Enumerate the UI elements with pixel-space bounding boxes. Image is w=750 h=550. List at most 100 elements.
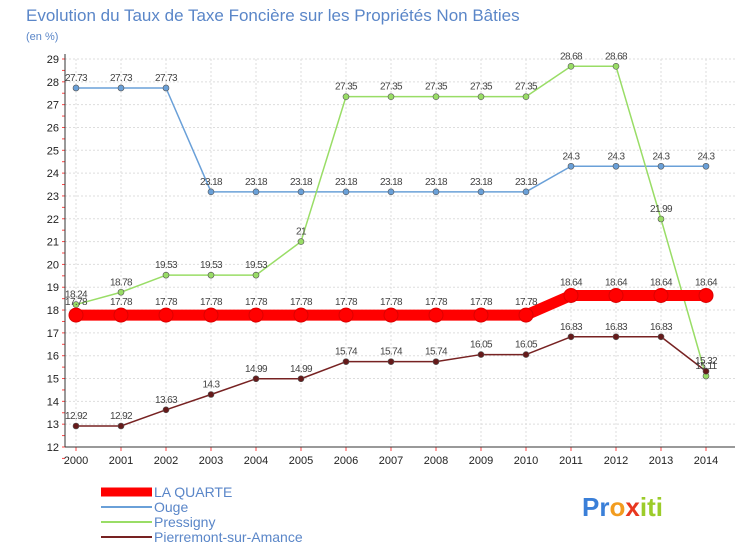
point-pressigny: [297, 238, 305, 245]
data-label-la-quarte: 17.78: [335, 297, 358, 308]
legend: LA QUARTEOugePressignyPierremont-sur-Ama…: [101, 484, 303, 545]
data-label-pierremont-sur-amance: 12.92: [110, 411, 133, 422]
data-label-pierremont-sur-amance: 16.05: [470, 340, 493, 351]
point-la-quarte: [248, 307, 264, 323]
data-label-ouge: 23.18: [200, 177, 223, 188]
point-pressigny: [252, 271, 260, 279]
data-label-ouge: 23.18: [425, 177, 448, 188]
point-pressigny: [207, 271, 215, 279]
x-tick-label: 2005: [289, 455, 313, 467]
data-label-pierremont-sur-amance: 14.99: [245, 364, 268, 375]
x-tick-label: 2014: [694, 455, 718, 467]
point-pierremont-sur-amance: [297, 375, 305, 383]
data-label-la-quarte: 17.78: [515, 297, 538, 308]
point-ouge: [207, 188, 215, 196]
point-ouge: [342, 188, 350, 196]
point-ouge: [297, 188, 305, 196]
data-label-ouge: 24.3: [562, 151, 580, 162]
grid: [65, 58, 735, 448]
point-la-quarte: [473, 307, 489, 323]
point-la-quarte: [608, 287, 624, 303]
point-pressigny: [657, 215, 665, 223]
legend-label-ouge: Ouge: [154, 499, 188, 515]
data-label-ouge: 24.3: [607, 151, 625, 162]
data-label-pierremont-sur-amance: 14.99: [290, 364, 313, 375]
data-label-la-quarte: 17.78: [470, 297, 493, 308]
point-pierremont-sur-amance: [72, 422, 80, 430]
data-label-pressigny: 19.53: [155, 260, 178, 271]
data-label-pierremont-sur-amance: 13.63: [155, 395, 178, 406]
data-label-ouge: 23.18: [380, 177, 403, 188]
data-label-la-quarte: 18.64: [605, 277, 628, 288]
data-label-ouge: 27.73: [65, 73, 88, 84]
x-tick-label: 2007: [379, 455, 403, 467]
point-pressigny: [477, 93, 485, 100]
point-pressigny: [342, 93, 350, 100]
x-tick-label: 2003: [199, 455, 223, 467]
point-pierremont-sur-amance: [432, 358, 440, 365]
data-label-pressigny: 27.35: [335, 82, 358, 93]
data-label-pressigny: 28.68: [560, 51, 583, 62]
point-ouge: [612, 162, 620, 170]
point-pressigny: [387, 93, 395, 100]
point-ouge: [387, 188, 395, 196]
data-label-pierremont-sur-amance: 15.74: [380, 347, 403, 358]
data-label-pressigny: 19.53: [245, 260, 268, 271]
y-tick-label: 22: [47, 214, 59, 226]
data-label-pressigny: 15.11: [695, 361, 717, 372]
data-label-la-quarte: 17.78: [290, 297, 313, 308]
point-la-quarte: [203, 307, 219, 323]
brand-letter: o: [609, 492, 625, 522]
data-label-ouge: 24.3: [697, 151, 715, 162]
point-la-quarte: [68, 307, 84, 323]
data-label-la-quarte: 18.64: [695, 277, 718, 288]
data-label-pressigny: 27.35: [470, 82, 493, 93]
point-pierremont-sur-amance: [657, 333, 665, 341]
point-pierremont-sur-amance: [162, 406, 170, 414]
brand-logo: Proxiti: [582, 492, 663, 522]
point-pressigny: [162, 271, 170, 279]
point-pierremont-sur-amance: [522, 351, 530, 358]
point-pressigny: [522, 93, 530, 100]
data-label-pierremont-sur-amance: 15.74: [425, 347, 448, 358]
data-label-ouge: 23.18: [290, 177, 313, 188]
data-label-la-quarte: 17.78: [155, 297, 178, 308]
x-tick-label: 2009: [469, 455, 493, 467]
brand-letter: i: [656, 492, 663, 522]
point-ouge: [522, 188, 530, 196]
data-label-la-quarte: 17.78: [245, 297, 268, 308]
y-tick-label: 14: [47, 396, 59, 408]
point-ouge: [567, 162, 575, 170]
y-tick-label: 17: [47, 328, 59, 340]
point-pressigny: [567, 63, 575, 70]
y-tick-label: 25: [47, 145, 59, 157]
data-label-ouge: 23.18: [515, 177, 538, 188]
y-tick-label: 24: [47, 168, 59, 180]
data-label-la-quarte: 17.78: [425, 297, 448, 308]
point-ouge: [162, 84, 170, 92]
data-label-la-quarte: 18.64: [650, 277, 673, 288]
data-label-pressigny: 28.68: [605, 51, 628, 62]
data-label-ouge: 27.73: [110, 73, 133, 84]
point-ouge: [657, 162, 665, 170]
x-tick-label: 2008: [424, 455, 448, 467]
point-pierremont-sur-amance: [702, 367, 710, 375]
data-label-la-quarte: 17.78: [200, 297, 223, 308]
point-pierremont-sur-amance: [342, 358, 350, 365]
data-label-pressigny: 18.24: [65, 290, 88, 301]
data-label-pierremont-sur-amance: 15.32: [695, 356, 718, 367]
data-label-la-quarte: 17.78: [65, 297, 88, 308]
point-la-quarte: [698, 287, 714, 303]
brand-letter: r: [599, 492, 609, 522]
point-pierremont-sur-amance: [567, 333, 575, 341]
data-label-ouge: 24.3: [652, 151, 670, 162]
x-tick-label: 2012: [604, 455, 628, 467]
point-ouge: [117, 84, 125, 92]
legend-label-pierremont-sur-amance: Pierremont-sur-Amance: [154, 529, 303, 545]
data-label-la-quarte: 18.64: [560, 277, 583, 288]
data-label-pressigny: 21.99: [650, 204, 673, 215]
point-pressigny: [612, 63, 620, 70]
data-label-pierremont-sur-amance: 16.83: [605, 322, 628, 333]
